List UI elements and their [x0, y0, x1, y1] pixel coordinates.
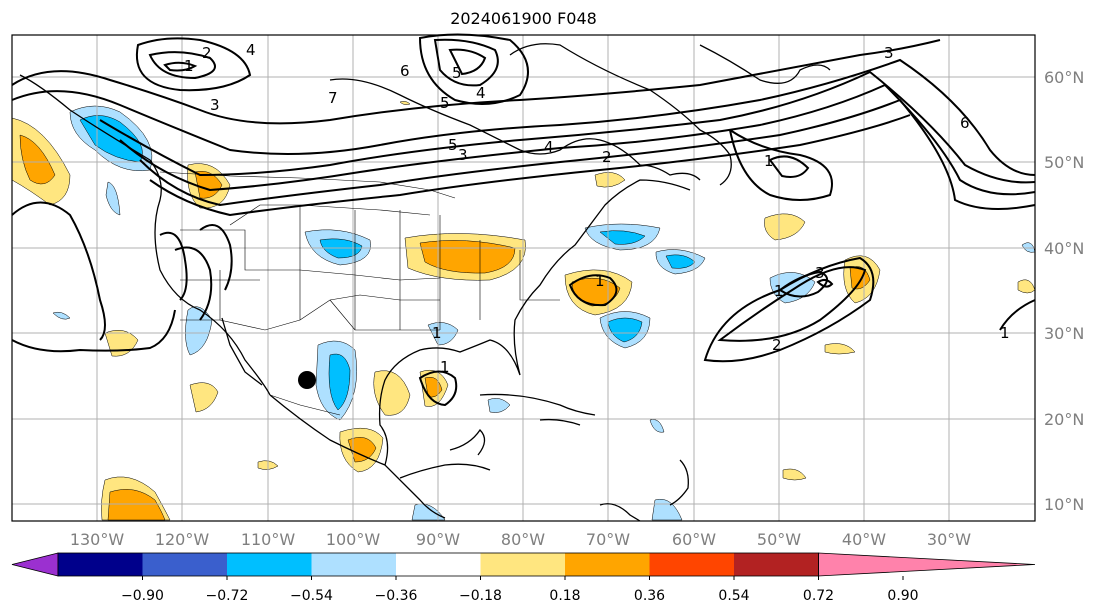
colorbar-tick-label: 0.72	[803, 588, 834, 604]
colorbar-segment	[565, 553, 650, 576]
contour-label: 2	[602, 148, 612, 166]
lon-label: 70°W	[586, 530, 630, 549]
contour-label: 1	[595, 272, 605, 290]
contour-label: 3	[884, 44, 894, 62]
height-contours	[11, 33, 1036, 407]
contour-label: 7	[328, 89, 338, 107]
colorbar-segment	[311, 553, 397, 576]
lon-label: 60°W	[672, 530, 716, 549]
lon-label: 100°W	[326, 530, 381, 549]
contour-label: 4	[544, 138, 554, 156]
contour-label-group: 2 1 3 4 6 5 5 3 4 2 1 1 3 1 2 1 3 6 4 5 …	[184, 41, 1010, 376]
colorbar-tick-label: 0.18	[549, 588, 580, 604]
contour-label: 5	[440, 94, 450, 112]
colorbar-segment	[58, 553, 143, 576]
colorbar-tick-label: −0.54	[290, 588, 333, 604]
colorbar-tick-label: −0.36	[375, 588, 418, 604]
lat-label: 60°N	[1044, 68, 1084, 87]
colorbar-segment	[142, 553, 228, 576]
colorbar-outline	[57, 552, 819, 577]
lon-label: 120°W	[155, 530, 210, 549]
contour-label: 4	[476, 84, 486, 102]
colorbar-extend-low	[11, 552, 59, 577]
contour-label: 1	[440, 358, 450, 376]
anomaly-shading	[11, 101, 1036, 521]
latitude-labels: 60°N 50°N 40°N 30°N 20°N 10°N	[1044, 68, 1084, 514]
colorbar-segment	[649, 553, 735, 576]
lon-label: 110°W	[241, 530, 296, 549]
lon-label: 30°W	[927, 530, 971, 549]
colorbar-tick-label: 0.36	[634, 588, 665, 604]
lon-label: 80°W	[501, 530, 545, 549]
lon-label: 50°W	[757, 530, 801, 549]
lat-label: 50°N	[1044, 153, 1084, 172]
colorbar-segment	[734, 553, 819, 576]
contour-label: 2	[772, 336, 782, 354]
lon-label: 40°W	[842, 530, 886, 549]
location-marker	[298, 371, 316, 389]
contour-label: 3	[458, 146, 468, 164]
colorbar-extend-high	[818, 552, 1036, 577]
contour-label: 2	[202, 44, 212, 62]
map-title: 2024061900 F048	[450, 9, 597, 28]
colorbar	[11, 552, 1036, 577]
lat-label: 30°N	[1044, 324, 1084, 343]
contour-label: 1	[764, 152, 774, 170]
colorbar-segment	[227, 553, 312, 576]
contour-label: 4	[246, 41, 256, 59]
contour-label: 5	[448, 136, 458, 154]
colorbar-segment	[480, 553, 566, 576]
contour-label: 3	[210, 96, 220, 114]
contour-label: 1	[432, 324, 442, 342]
contour-label: 5	[452, 64, 462, 82]
colorbar-tick-label: 0.54	[718, 588, 749, 604]
colorbar-segment	[396, 553, 481, 576]
contour-label: 6	[400, 62, 410, 80]
contour-label: 1	[184, 57, 194, 75]
map-frame	[11, 34, 1036, 522]
contour-label: 1	[1000, 324, 1010, 342]
lon-label: 130°W	[70, 530, 125, 549]
contour-label: 3	[815, 264, 825, 282]
colorbar-tick-label: −0.18	[459, 588, 502, 604]
lon-label: 90°W	[416, 530, 460, 549]
colorbar-ticks: −0.90 −0.72 −0.54 −0.36 −0.18 0.18 0.36 0.54 0.7…	[121, 576, 919, 604]
colorbar-tick-label: −0.72	[206, 588, 249, 604]
contour-label: 1	[774, 282, 784, 300]
longitude-labels: 130°W 120°W 110°W 100°W 90°W 80°W 70°W 6…	[70, 530, 971, 549]
colorbar-tick-label: 0.90	[887, 588, 918, 604]
lat-label: 20°N	[1044, 410, 1084, 429]
lat-label: 10°N	[1044, 495, 1084, 514]
lat-label: 40°N	[1044, 239, 1084, 258]
colorbar-tick-label: −0.90	[121, 588, 164, 604]
contour-label: 6	[960, 114, 970, 132]
